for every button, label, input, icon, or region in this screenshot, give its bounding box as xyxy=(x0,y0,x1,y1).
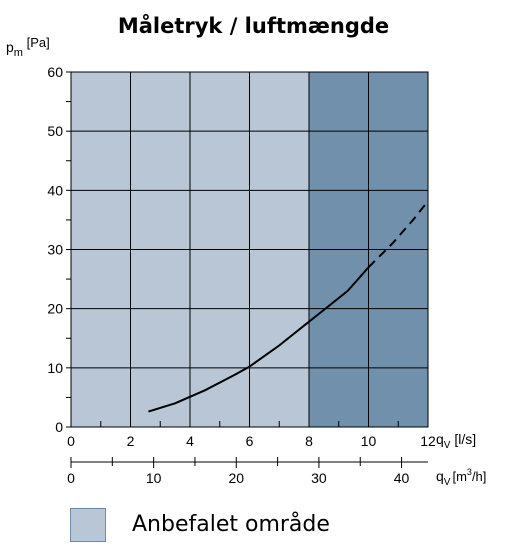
secondary-x-tick-label: 0 xyxy=(67,470,75,486)
y-tick-label: 60 xyxy=(47,64,63,80)
chart-title: Måletryk / luftmængde xyxy=(117,14,390,38)
x-tick-label: 2 xyxy=(127,433,135,449)
series-0-solid-segment xyxy=(148,266,370,413)
secondary-x-axis-label: qV [m3/h] xyxy=(436,467,486,488)
y-tick-label: 20 xyxy=(47,301,63,317)
secondary-x-tick-label: 40 xyxy=(394,470,410,486)
y-tick-label: 30 xyxy=(47,242,63,258)
x-tick-label: 12 xyxy=(420,433,436,449)
y-axis-label: pm [Pa] xyxy=(6,35,50,59)
x-axis-label: qV [l/s] xyxy=(436,431,476,451)
x-tick-label: 10 xyxy=(361,433,377,449)
secondary-x-tick-label: 30 xyxy=(311,470,327,486)
y-tick-label: 50 xyxy=(47,123,63,139)
plot-frame xyxy=(70,71,429,428)
series-0-dashed-segment xyxy=(367,200,429,269)
secondary-x-tick-label: 20 xyxy=(228,470,244,486)
legend-swatch xyxy=(70,508,106,542)
legend-label: Anbefalet område xyxy=(132,512,330,537)
y-tick-label: 0 xyxy=(55,419,63,435)
x-tick-label: 8 xyxy=(305,433,313,449)
x-tick-label: 4 xyxy=(186,433,194,449)
x-tick-label: 6 xyxy=(246,433,254,449)
secondary-x-tick-label: 10 xyxy=(146,470,162,486)
y-tick-label: 40 xyxy=(47,182,63,198)
y-tick-label: 10 xyxy=(47,360,63,376)
x-tick-label: 0 xyxy=(67,433,75,449)
